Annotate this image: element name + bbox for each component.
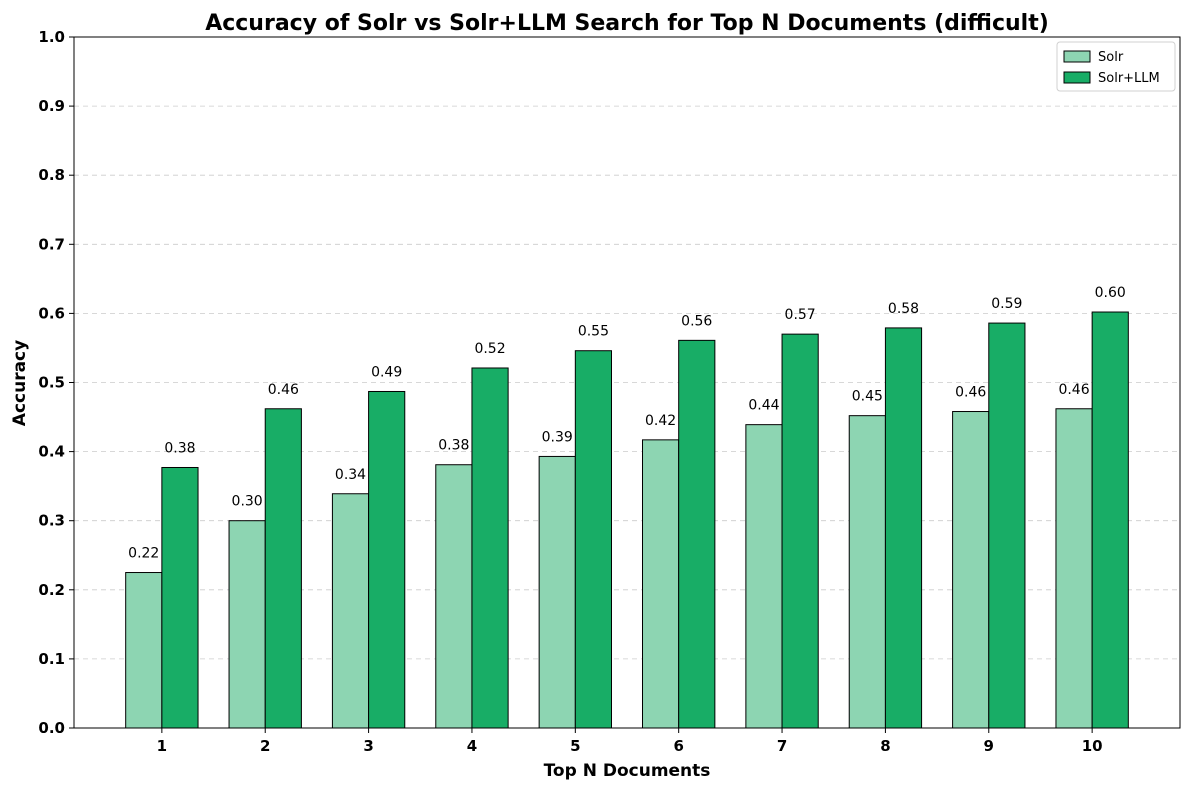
y-tick-label: 0.4 (38, 443, 65, 461)
y-tick-label: 0.0 (38, 719, 65, 737)
bar-solr-6 (642, 439, 680, 729)
data-label: 0.30 (232, 494, 263, 510)
bar-solr-3 (331, 493, 370, 729)
data-label: 0.46 (955, 385, 986, 401)
x-tick-label: 5 (570, 737, 580, 755)
y-tick-label: 0.7 (38, 235, 65, 253)
chart-title: Accuracy of Solr vs Solr+LLM Search for … (205, 11, 1049, 36)
bar-solr-llm-10 (1091, 311, 1129, 729)
y-tick-label: 0.6 (38, 304, 65, 322)
data-label: 0.38 (164, 440, 195, 456)
y-tick-label: 0.3 (38, 512, 65, 530)
data-label: 0.52 (474, 341, 505, 357)
x-axis-label: Top N Documents (544, 761, 711, 781)
legend-label: Solr (1098, 50, 1124, 65)
x-tick-label: 8 (880, 737, 890, 755)
bar-solr-llm-4 (471, 367, 509, 729)
bar-solr-8 (848, 415, 886, 729)
bar-solr-7 (745, 424, 783, 729)
data-label: 0.58 (888, 301, 919, 317)
x-tick-label: 7 (777, 737, 787, 755)
y-tick-label: 0.5 (38, 374, 65, 392)
data-label: 0.42 (645, 413, 676, 429)
x-tick-label: 9 (984, 737, 994, 755)
legend: Solr Solr+LLM (1056, 41, 1176, 92)
x-tick-label: 6 (673, 737, 683, 755)
data-labels: 0.22 0.30 0.34 0.38 0.39 0.42 0.44 0.45 0.46 0.46… (128, 285, 1126, 562)
x-tick-label: 1 (157, 737, 167, 755)
bar-solr-llm-8 (884, 327, 923, 729)
y-tick-label: 0.8 (38, 166, 65, 184)
legend-swatch (1063, 50, 1091, 63)
x-tick-label: 4 (467, 737, 477, 755)
data-label: 0.45 (852, 389, 883, 405)
bar-solr-1 (125, 572, 163, 729)
data-label: 0.56 (681, 313, 712, 329)
bar-solr-llm-5 (574, 350, 612, 729)
data-label: 0.38 (438, 438, 469, 454)
data-label: 0.34 (335, 467, 366, 483)
y-tick-label: 0.2 (38, 581, 65, 599)
bar-solr-llm-6 (678, 339, 716, 729)
data-label: 0.44 (748, 398, 779, 414)
data-label: 0.59 (991, 296, 1022, 312)
y-tick-label: 0.1 (38, 650, 65, 668)
data-label: 0.46 (1058, 382, 1089, 398)
data-label: 0.39 (542, 429, 573, 445)
x-tick-label: 3 (363, 737, 373, 755)
bar-solr-llm-7 (781, 333, 819, 729)
bar-solr-5 (538, 455, 576, 729)
bar-solr-llm-3 (368, 390, 406, 729)
bar-solr-9 (952, 411, 990, 729)
legend-label: Solr+LLM (1098, 71, 1160, 86)
data-label: 0.22 (128, 546, 159, 562)
bar-solr-llm-1 (161, 466, 199, 729)
axes: 0.0 0.1 0.2 0.3 0.4 0.5 0.6 0.7 0.8 0.9 1.0 1 2 3 4 5 6 7… (38, 28, 1181, 755)
x-tick-label: 10 (1082, 737, 1103, 755)
data-label: 0.57 (785, 307, 816, 323)
data-label: 0.55 (578, 324, 609, 340)
legend-swatch (1063, 71, 1091, 84)
bar-solr-4 (435, 464, 473, 729)
x-tick-label: 2 (260, 737, 270, 755)
y-tick-label: 1.0 (38, 28, 65, 46)
bars (125, 311, 1129, 729)
data-label: 0.49 (371, 364, 402, 380)
plot-frame (73, 36, 1181, 729)
y-tick-label: 0.9 (38, 97, 65, 115)
data-label: 0.46 (268, 382, 299, 398)
bar-solr-10 (1055, 408, 1093, 729)
bar-solr-llm-9 (988, 322, 1026, 729)
bar-solr-llm-2 (264, 408, 302, 729)
bar-solr-2 (228, 520, 266, 729)
data-label: 0.60 (1095, 285, 1126, 301)
y-axis-label: Accuracy (10, 340, 30, 426)
